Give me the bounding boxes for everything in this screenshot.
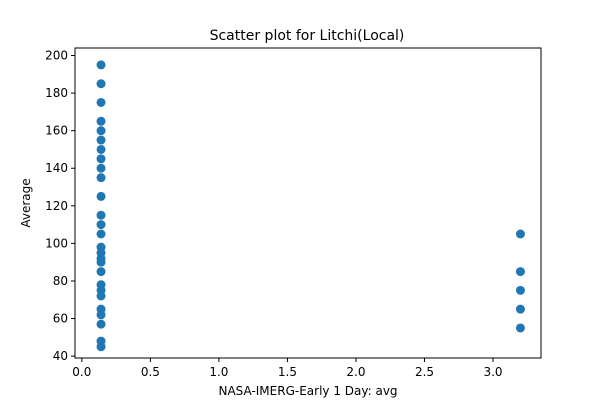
chart-title: Scatter plot for Litchi(Local)	[210, 28, 405, 44]
x-tick-label: 0.5	[141, 365, 160, 379]
data-point	[96, 97, 106, 107]
y-tick-label: 120	[45, 199, 68, 213]
x-axis-label: NASA-IMERG-Early 1 Day: avg	[218, 384, 397, 398]
data-point	[96, 191, 106, 201]
x-axis-ticks: 0.0 0.5 1.0 1.5 2.0 2.5 3.0	[72, 358, 503, 379]
data-point	[96, 319, 106, 329]
data-point	[96, 173, 106, 183]
data-point	[96, 257, 106, 267]
y-tick-label: 140	[45, 161, 68, 175]
x-tick-label: 1.5	[278, 365, 297, 379]
x-tick-label: 0.0	[72, 365, 91, 379]
y-tick-label: 180	[45, 86, 68, 100]
data-point	[96, 79, 106, 89]
data-point	[96, 310, 106, 320]
y-tick-label: 200	[45, 49, 68, 63]
plot-area: 0.0 0.5 1.0 1.5 2.0 2.5 3.0 40 60 80 100 120 140 160…	[45, 47, 542, 379]
data-point	[96, 126, 106, 136]
data-point	[515, 304, 525, 314]
y-tick-label: 160	[45, 124, 68, 138]
data-point	[515, 323, 525, 333]
data-point	[96, 210, 106, 220]
data-point	[96, 116, 106, 126]
data-point	[96, 144, 106, 154]
data-point	[96, 342, 106, 352]
data-points	[96, 60, 525, 352]
data-point	[96, 229, 106, 239]
data-point	[96, 163, 106, 173]
data-point	[515, 285, 525, 295]
data-point	[96, 291, 106, 301]
x-tick-label: 3.0	[483, 365, 502, 379]
data-point	[515, 229, 525, 239]
x-tick-label: 2.0	[346, 365, 365, 379]
y-tick-label: 40	[53, 349, 68, 363]
data-point	[96, 135, 106, 145]
y-axis-label: Average	[19, 178, 33, 227]
plot-frame	[74, 47, 542, 359]
data-point	[515, 267, 525, 277]
y-axis-ticks: 40 60 80 100 120 140 160 180 200	[45, 49, 75, 363]
data-point	[96, 60, 106, 70]
data-point	[96, 154, 106, 164]
x-tick-label: 1.0	[209, 365, 228, 379]
y-tick-label: 80	[53, 274, 68, 288]
y-tick-label: 100	[45, 236, 68, 250]
data-point	[96, 267, 106, 277]
x-tick-label: 2.5	[415, 365, 434, 379]
y-tick-label: 60	[53, 312, 68, 326]
data-point	[96, 220, 106, 230]
